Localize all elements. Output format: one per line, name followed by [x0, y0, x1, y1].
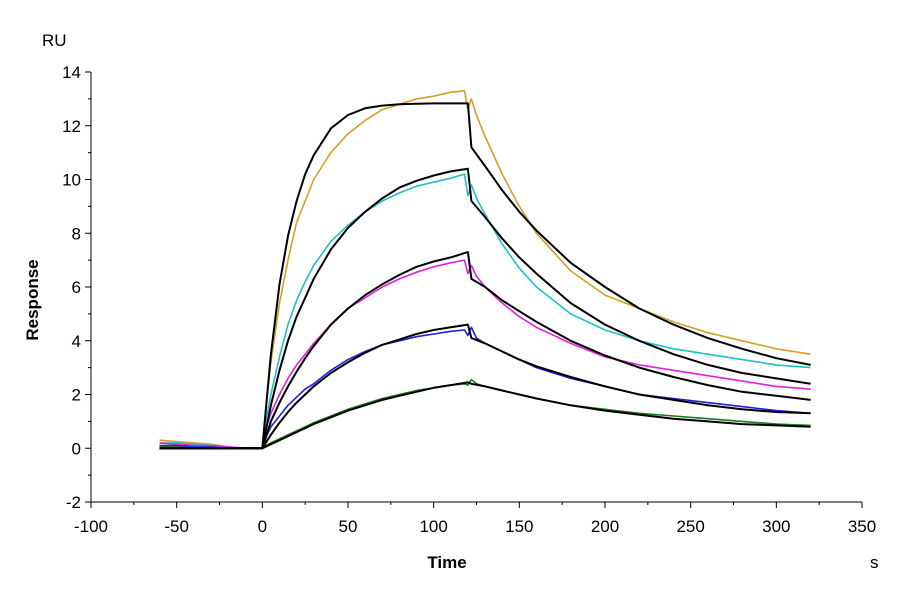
series-line-curve-5-green [159, 378, 811, 450]
series-line-curve-2-cyan [159, 173, 811, 450]
x-tick-label: 100 [419, 517, 447, 536]
series-line-fit-4 [159, 323, 811, 450]
y-tick-label: 0 [72, 439, 81, 458]
series-line-curve-1-orange [159, 90, 811, 450]
axis-labels: RU s Time Response [23, 31, 879, 572]
y-tick-label: 2 [72, 386, 81, 405]
series-line-fit-3 [159, 251, 811, 450]
y-tick-label: -2 [66, 493, 81, 512]
y-axis-title: Response [23, 259, 42, 340]
series-line-fit-1 [159, 102, 811, 450]
x-tick-label: 150 [505, 517, 533, 536]
series-line-fit-5 [159, 381, 811, 450]
plot-lines [159, 90, 811, 450]
x-tick-label: 350 [848, 517, 876, 536]
y-tick-label: 12 [62, 117, 81, 136]
x-tick-label: 50 [339, 517, 358, 536]
x-axis-title: Time [427, 553, 466, 572]
y-tick-label: 10 [62, 171, 81, 190]
x-unit-label: s [870, 553, 879, 572]
y-tick-label: 8 [72, 224, 81, 243]
x-tick-label: 250 [676, 517, 704, 536]
x-tick-label: 200 [591, 517, 619, 536]
y-tick-label: 6 [72, 278, 81, 297]
y-tick-label: 14 [62, 63, 81, 82]
x-tick-label: -50 [164, 517, 189, 536]
y-unit-label: RU [42, 31, 67, 50]
x-tick-label: 0 [258, 517, 267, 536]
series-line-curve-4-blue [159, 326, 811, 450]
x-tick-label: 300 [762, 517, 790, 536]
axes: -2 0 2 4 6 8 10 12 14 -100 -50 0 50 100 150 200 250 300 35… [62, 63, 876, 536]
y-tick-label: 4 [72, 332, 81, 351]
series-line-fit-2 [159, 167, 811, 450]
x-tick-label: -100 [74, 517, 108, 536]
